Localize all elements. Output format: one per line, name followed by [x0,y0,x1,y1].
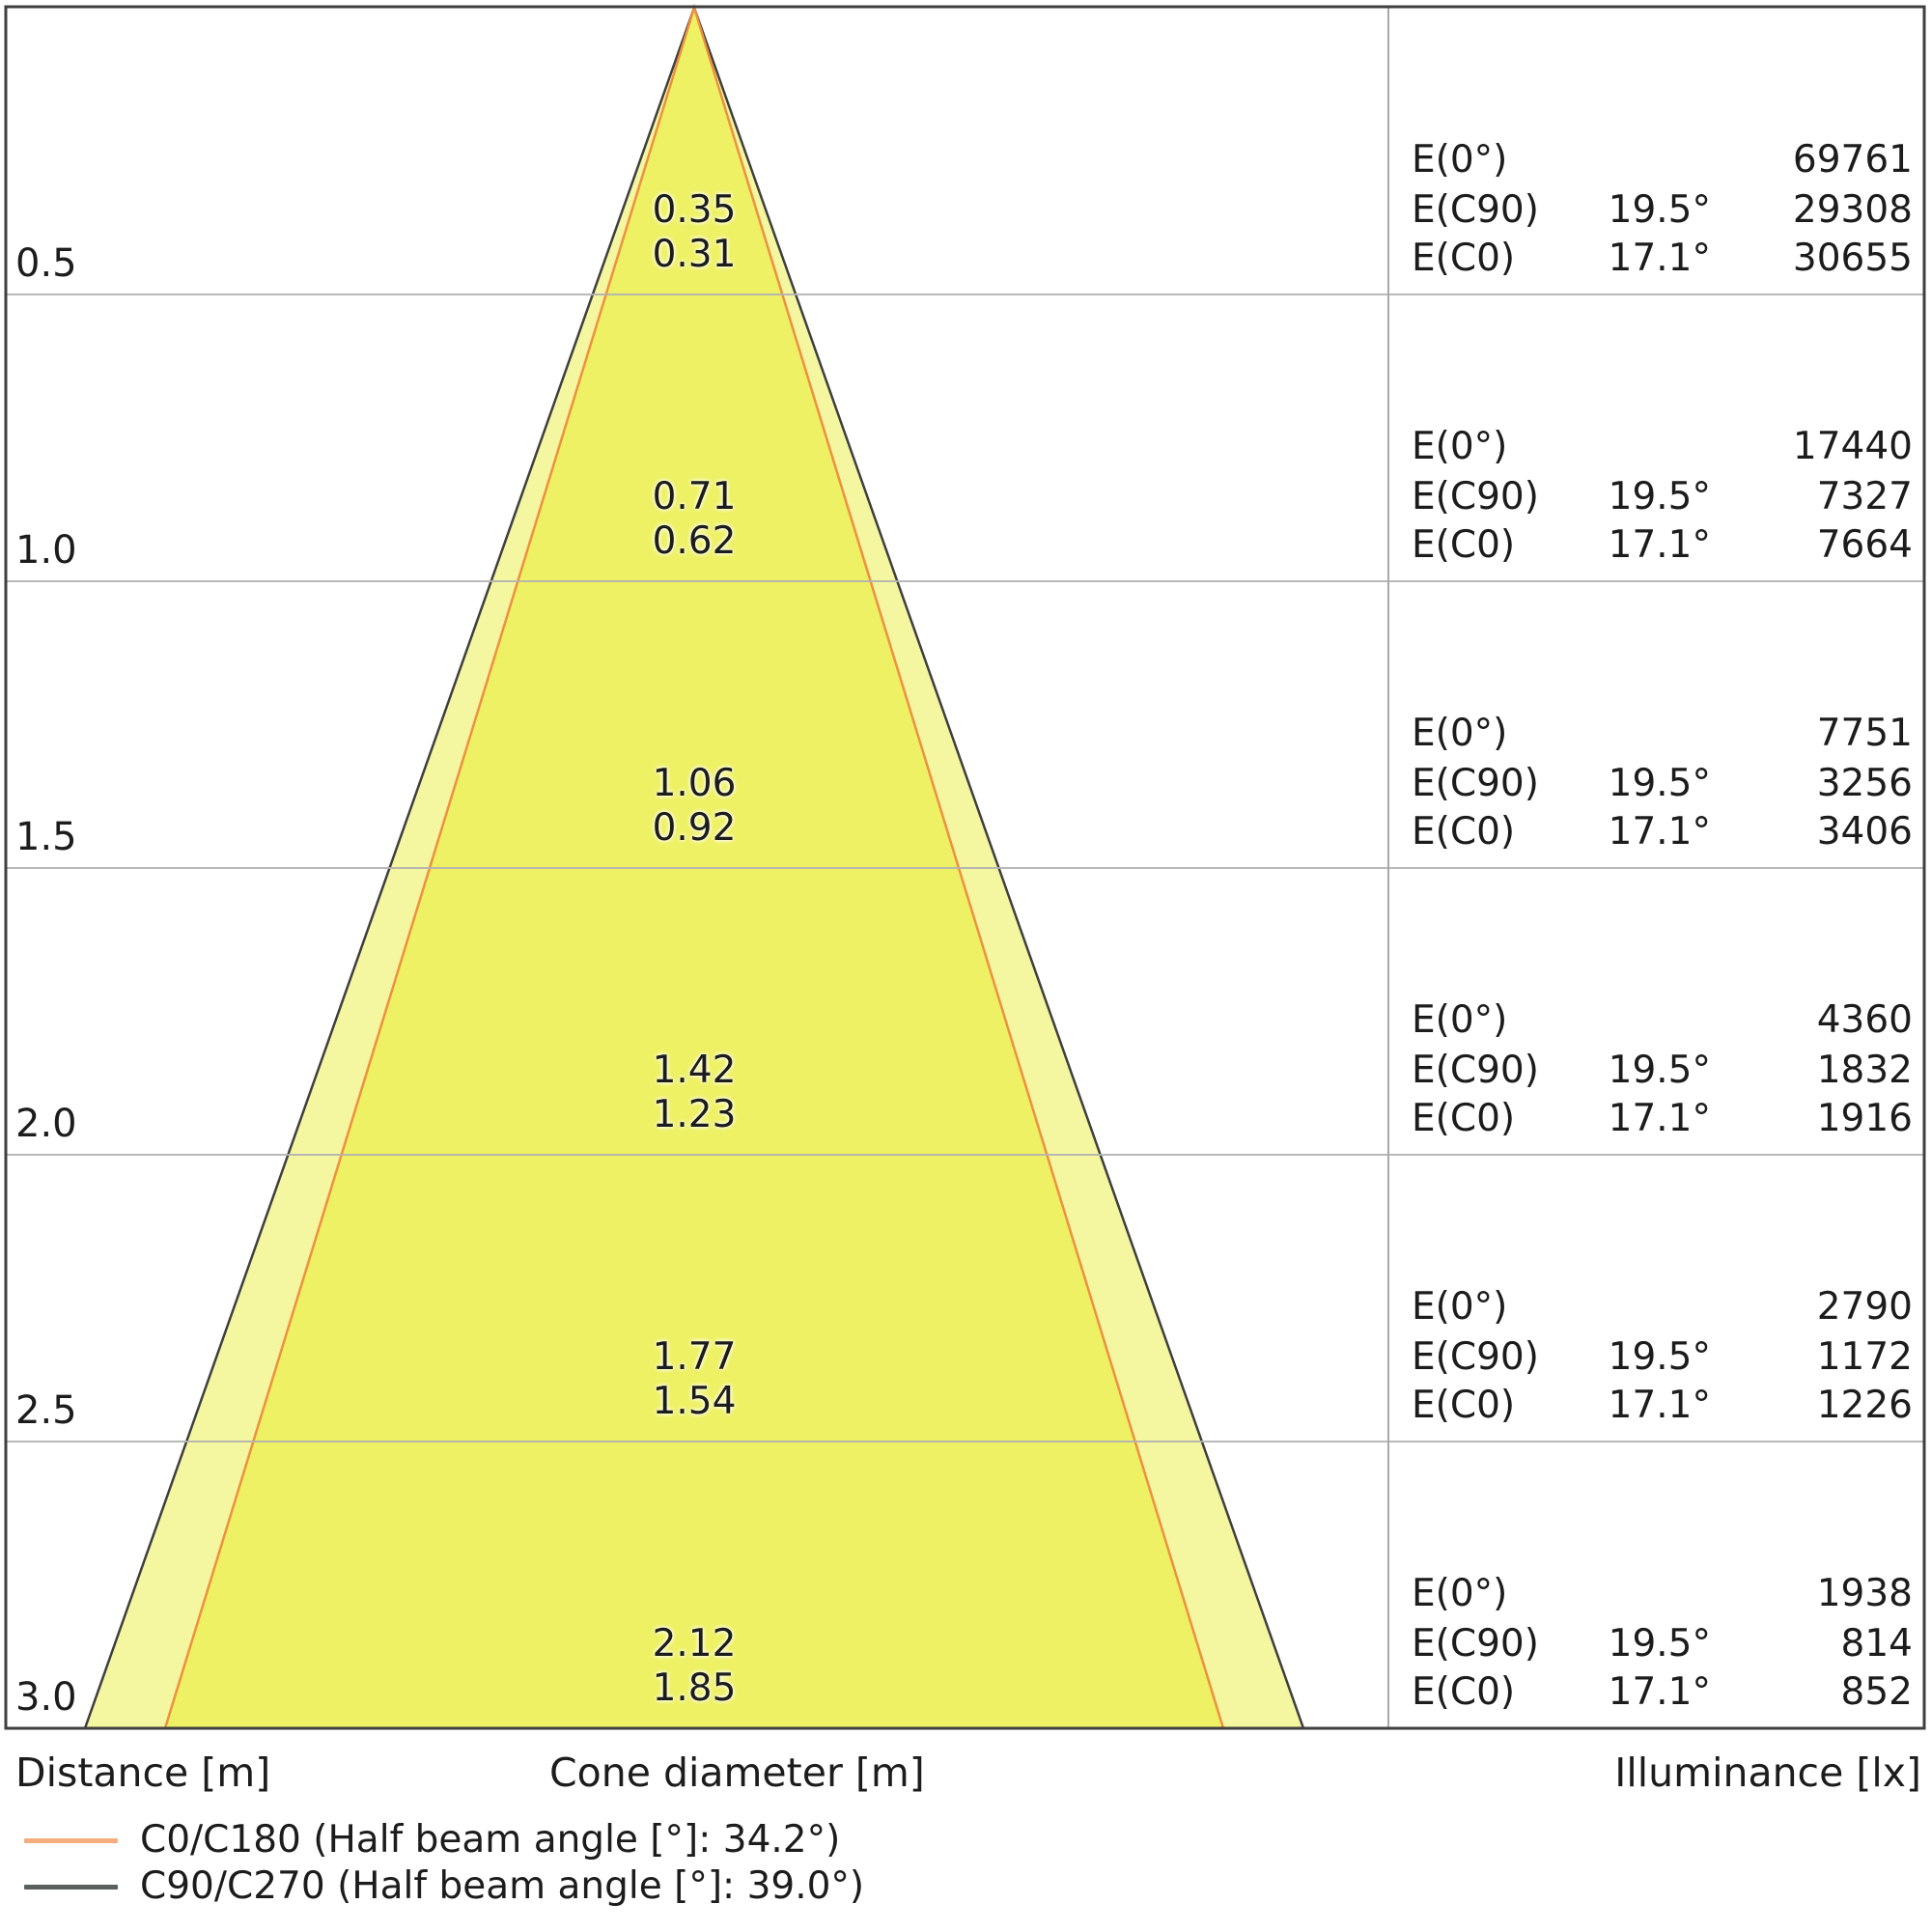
e0-label-3.0m: E(0°) [1412,1572,1508,1615]
distance-tick-1.0m: 1.0 [15,528,77,573]
ec0-label-1.0m: E(C0) [1412,523,1516,567]
ec0-value-1.0m: 7664 [1816,523,1913,567]
cone-diameter-c90-3.0m: 2.12 [652,1622,737,1666]
e0-value-2.0m: 4360 [1816,998,1913,1042]
distance-axis-label: Distance [m] [15,1750,271,1796]
ec90-label-3.0m: E(C90) [1412,1622,1539,1666]
ec90-angle-1.5m: 19.5° [1608,762,1711,805]
ec90-angle-0.5m: 19.5° [1608,188,1711,232]
ec0-value-0.5m: 30655 [1792,237,1913,280]
ec90-label-0.5m: E(C90) [1412,188,1539,232]
ec0-label-3.0m: E(C0) [1412,1670,1516,1714]
e0-value-1.0m: 17440 [1792,425,1913,468]
ec0-value-2.5m: 1226 [1816,1384,1913,1427]
ec0-label-1.5m: E(C0) [1412,810,1516,854]
ec90-value-2.5m: 1172 [1816,1335,1913,1379]
e0-label-1.5m: E(0°) [1412,712,1508,755]
ec90-label-2.0m: E(C90) [1412,1049,1539,1092]
legend-line-c90-c270-swatch [24,1885,118,1890]
ec90-value-1.5m: 3256 [1816,762,1913,805]
ec90-value-1.0m: 7327 [1816,475,1913,518]
ec90-angle-1.0m: 19.5° [1608,475,1711,518]
ec90-value-3.0m: 814 [1840,1622,1913,1666]
ec90-angle-2.5m: 19.5° [1608,1335,1711,1379]
legend-label-c0-c180: C0/C180 (Half beam angle [°]: 34.2°) [140,1818,841,1862]
ec0-value-3.0m: 852 [1840,1670,1913,1714]
e0-value-1.5m: 7751 [1816,712,1913,755]
ec90-label-2.5m: E(C90) [1412,1335,1539,1379]
ec90-angle-2.0m: 19.5° [1608,1049,1711,1092]
ec0-label-2.0m: E(C0) [1412,1097,1516,1140]
cone-diameter-c0-2.5m: 1.54 [652,1380,737,1423]
cone-diameter-axis-label: Cone diameter [m] [549,1750,925,1796]
ec0-value-1.5m: 3406 [1816,810,1913,854]
ec90-value-2.0m: 1832 [1816,1049,1913,1092]
legend-line-c0-c180-swatch [24,1838,118,1843]
distance-tick-2.5m: 2.5 [15,1388,77,1433]
cone-diameter-c90-0.5m: 0.35 [652,188,737,232]
cone-diameter-c90-2.5m: 1.77 [652,1335,737,1379]
cone-diameter-c0-0.5m: 0.31 [652,233,737,276]
cone-diameter-c90-1.0m: 0.71 [652,475,737,518]
ec0-label-0.5m: E(C0) [1412,237,1516,280]
cone-diameter-c0-1.0m: 0.62 [652,519,737,563]
chart-border [4,5,1926,1730]
cone-diameter-c0-1.5m: 0.92 [652,806,737,850]
e0-label-1.0m: E(0°) [1412,425,1508,468]
ec0-angle-2.0m: 17.1° [1608,1097,1711,1140]
ec90-label-1.0m: E(C90) [1412,475,1539,518]
ec0-angle-2.5m: 17.1° [1608,1384,1711,1427]
ec90-value-0.5m: 29308 [1792,188,1913,232]
illuminance-axis-label: Illuminance [lx] [1614,1750,1921,1796]
e0-label-2.5m: E(0°) [1412,1285,1508,1329]
e0-label-2.0m: E(0°) [1412,998,1508,1042]
e0-value-0.5m: 69761 [1792,138,1913,182]
cone-diameter-c0-2.0m: 1.23 [652,1093,737,1136]
ec0-value-2.0m: 1916 [1816,1097,1913,1140]
ec0-angle-1.0m: 17.1° [1608,523,1711,567]
distance-tick-1.5m: 1.5 [15,815,77,859]
e0-value-2.5m: 2790 [1816,1285,1913,1329]
cone-diameter-c0-3.0m: 1.85 [652,1666,737,1710]
distance-tick-2.0m: 2.0 [15,1102,77,1146]
cone-diameter-c90-1.5m: 1.06 [652,762,737,805]
ec90-label-1.5m: E(C90) [1412,762,1539,805]
distance-tick-3.0m: 3.0 [15,1675,77,1720]
ec90-angle-3.0m: 19.5° [1608,1622,1711,1666]
ec0-angle-1.5m: 17.1° [1608,810,1711,854]
distance-tick-0.5m: 0.5 [15,241,77,286]
ec0-label-2.5m: E(C0) [1412,1384,1516,1427]
e0-value-3.0m: 1938 [1816,1572,1913,1615]
ec0-angle-0.5m: 17.1° [1608,237,1711,280]
e0-label-0.5m: E(0°) [1412,138,1508,182]
cone-diameter-c90-2.0m: 1.42 [652,1049,737,1092]
legend-label-c90-c270: C90/C270 (Half beam angle [°]: 39.0°) [140,1864,865,1908]
ec0-angle-3.0m: 17.1° [1608,1670,1711,1714]
